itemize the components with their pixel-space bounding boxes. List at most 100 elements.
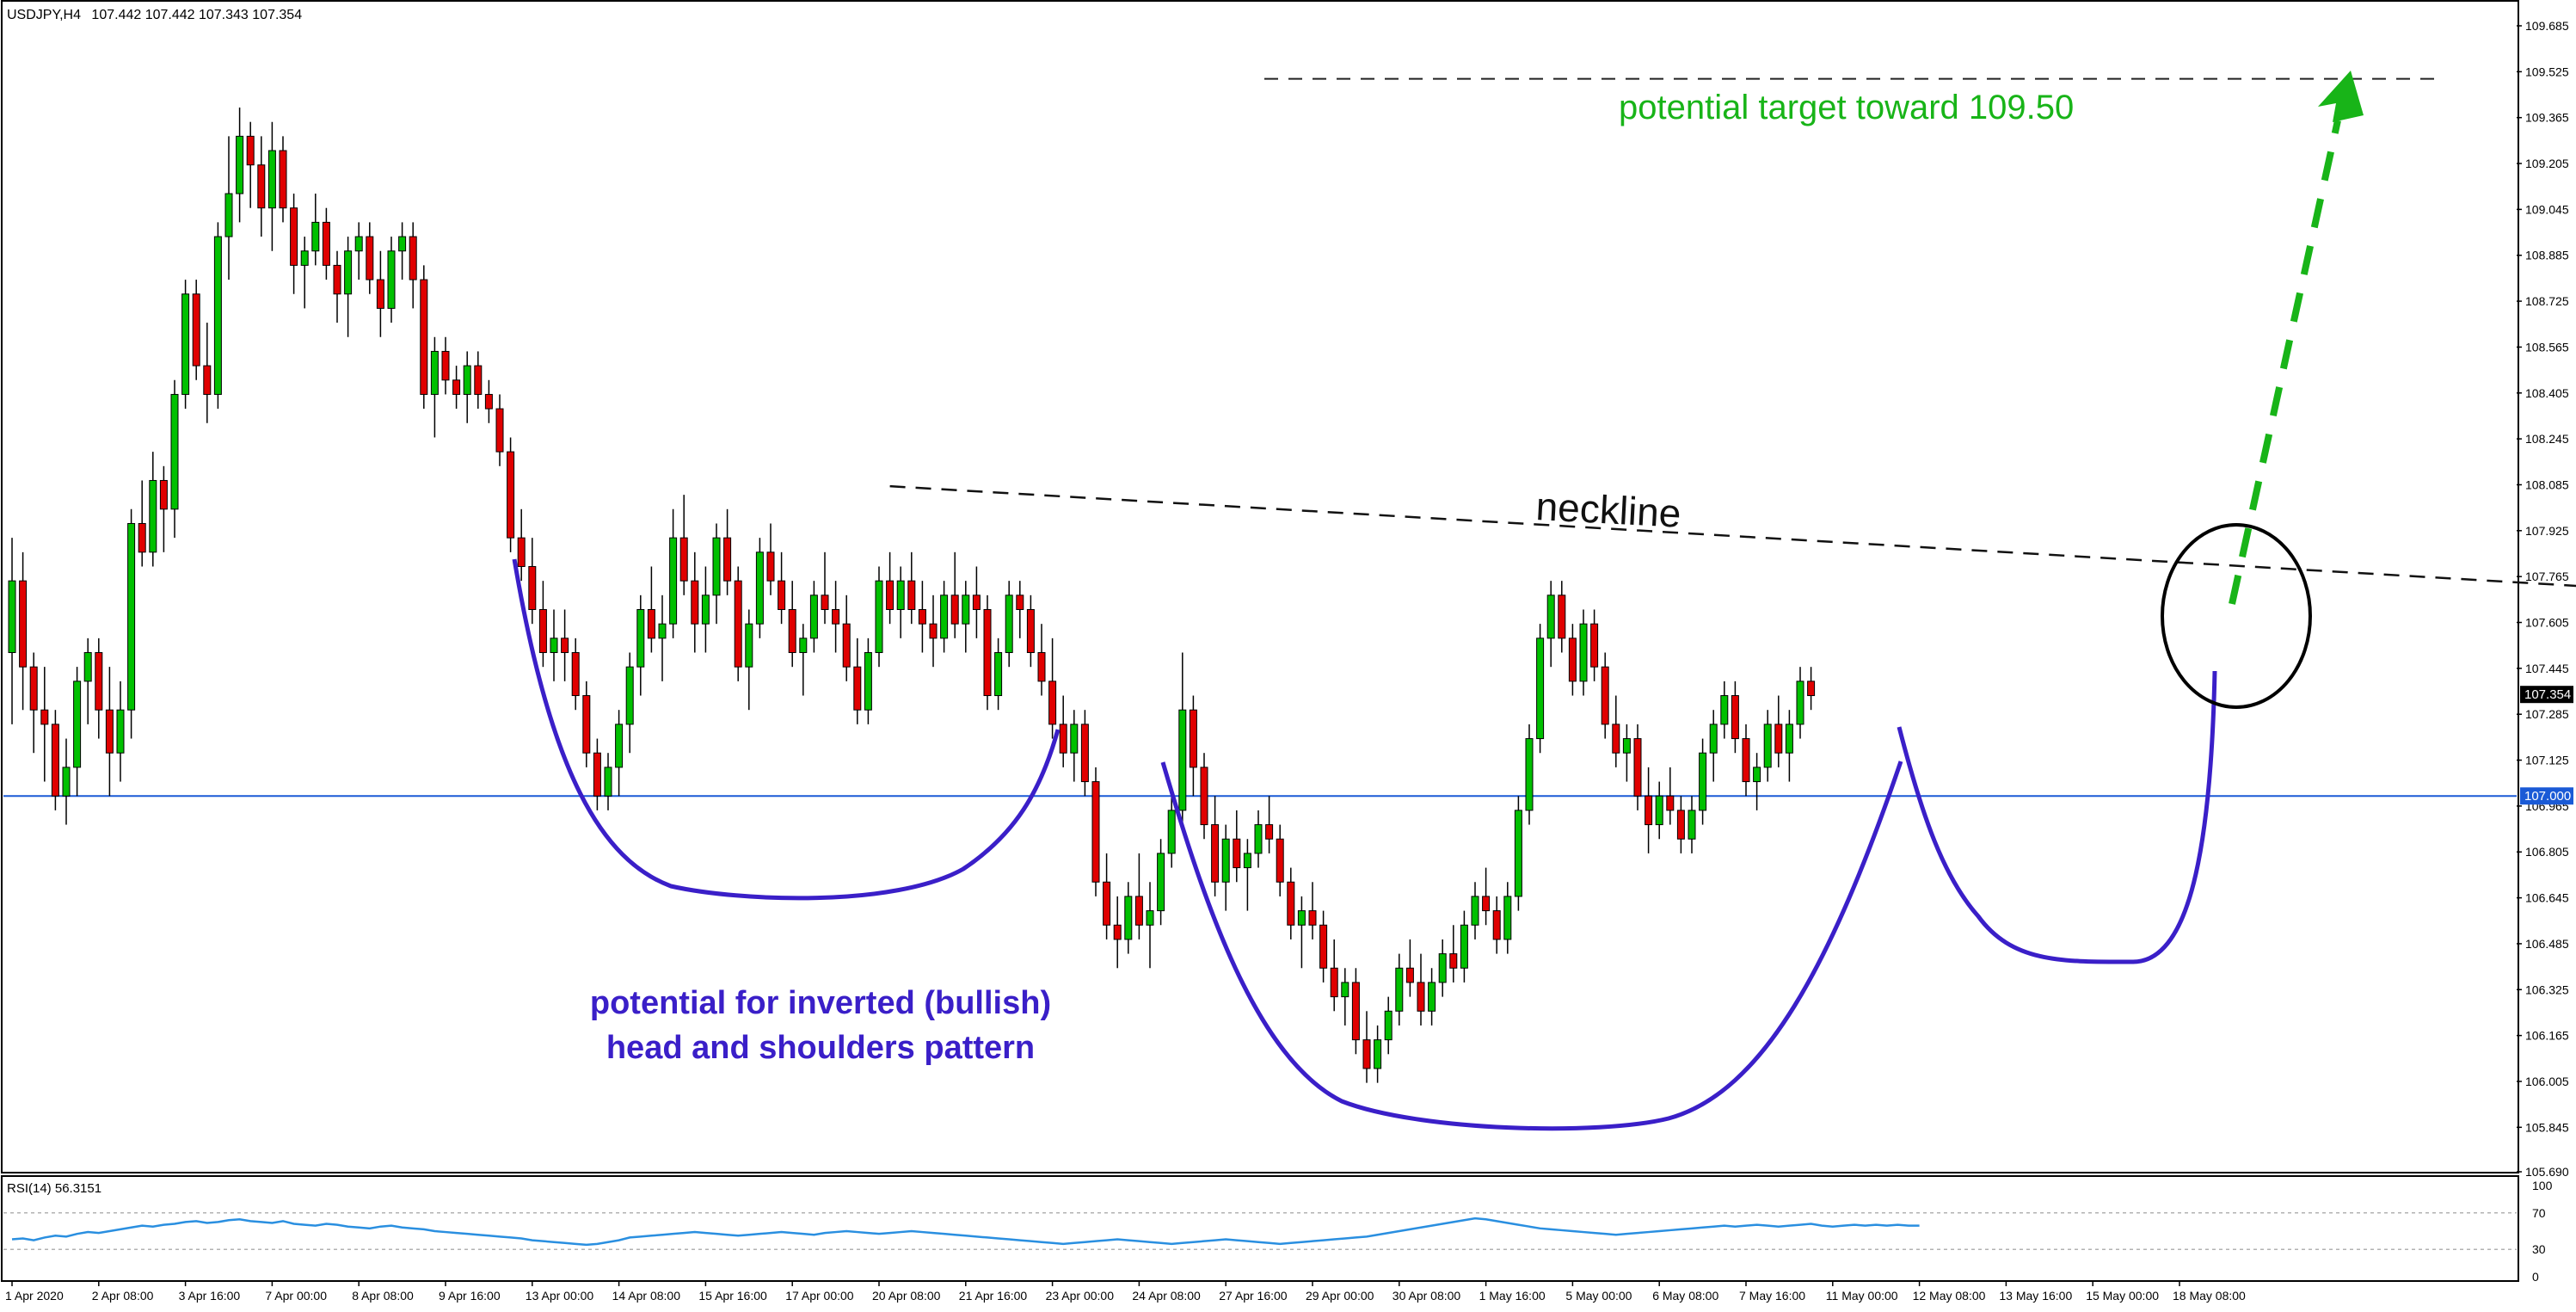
candle-bear <box>1091 781 1100 883</box>
candle-bear <box>409 236 417 280</box>
rsi-level-label: 70 <box>2532 1206 2546 1220</box>
time-tick-label: 15 May 00:00 <box>2086 1289 2159 1303</box>
price-tick-label: 107.445 <box>2525 662 2569 675</box>
candle-bull <box>701 594 710 625</box>
candle-bear <box>1189 709 1197 768</box>
candle-bull <box>896 580 905 611</box>
time-tick-label: 6 May 08:00 <box>1652 1289 1718 1303</box>
price-tick-label: 105.690 <box>2525 1165 2569 1179</box>
candle-bear <box>333 264 341 295</box>
rsi-pane-frame <box>1 1175 2519 1282</box>
price-tick-label: 109.685 <box>2525 19 2569 33</box>
rsi-level-label: 30 <box>2532 1242 2546 1256</box>
candle-bear <box>1016 594 1024 611</box>
candle-bull <box>1579 623 1588 682</box>
time-tick-label: 27 Apr 16:00 <box>1219 1289 1288 1303</box>
candle-bear <box>95 652 103 711</box>
candle-bear <box>1492 910 1501 940</box>
candle-bull <box>625 666 634 725</box>
candle-bear <box>788 609 796 654</box>
time-tick-label: 12 May 08:00 <box>1913 1289 1986 1303</box>
candle-bear <box>918 609 926 625</box>
pattern-label-line2: head and shoulders pattern <box>606 1030 1035 1066</box>
candle-bear <box>929 623 938 639</box>
candle-bear <box>376 279 384 309</box>
candle-bull <box>354 236 363 252</box>
candle-bear <box>593 752 601 797</box>
candle-bull <box>755 551 764 625</box>
price-tick-label: 109.525 <box>2525 65 2569 78</box>
main-pane-frame <box>1 0 2519 1173</box>
candle-bear <box>1633 738 1642 797</box>
candle-bull <box>170 393 179 510</box>
candle-bull <box>224 193 233 237</box>
support-price-tag: 107.000 <box>2520 787 2573 805</box>
candle-bull <box>1167 810 1176 854</box>
candle-bull <box>1514 810 1522 897</box>
rsi-levels: 100 70 30 0 <box>3 1179 2553 1284</box>
price-tick-label: 106.005 <box>2525 1075 2569 1088</box>
candle-bear <box>1362 1039 1371 1069</box>
candle-bull <box>1221 838 1230 883</box>
candle-bear <box>507 451 515 539</box>
candle-bear <box>1103 881 1111 926</box>
candle-bull <box>1688 810 1696 840</box>
price-axis: 109.685 109.525 109.365 109.205 109.045 108.8… <box>2517 19 2569 1179</box>
price-tick-label: 107.925 <box>2525 524 2569 538</box>
candle-bear <box>138 522 146 553</box>
current-price-label: 107.354 <box>2524 687 2571 702</box>
price-tick-label: 109.365 <box>2525 111 2569 125</box>
candle-bear <box>366 236 374 280</box>
candle-bear <box>842 623 851 668</box>
candle-bear <box>1319 924 1328 969</box>
candle-bull <box>1720 695 1729 725</box>
candle-bull <box>1709 724 1718 754</box>
candle-bull <box>1297 910 1306 926</box>
price-tick-label: 108.725 <box>2525 294 2569 308</box>
candle-bear <box>159 479 168 510</box>
candle-bull <box>127 522 136 711</box>
candle-bull <box>875 580 883 654</box>
candle-bear <box>1276 838 1284 883</box>
candle-bull <box>1178 709 1187 811</box>
candle-bear <box>734 580 742 668</box>
pattern-label-line1: potential for inverted (bullish) <box>590 985 1051 1021</box>
rsi-level-label: 0 <box>2532 1270 2539 1284</box>
candle-bear <box>474 365 483 395</box>
candle-bear <box>420 279 428 395</box>
candle-bear <box>246 135 255 166</box>
target-arrow-head <box>2318 71 2364 122</box>
candle-bull <box>398 236 407 252</box>
candle-bear <box>29 666 38 711</box>
candle-bull <box>1070 724 1079 754</box>
candle-bull <box>1763 724 1772 768</box>
candle-bull <box>550 638 558 654</box>
head-curve <box>1160 761 1903 1131</box>
candle-bull <box>149 479 157 553</box>
candle-bull <box>799 638 808 654</box>
candle-bear <box>821 594 829 611</box>
breakout-circle <box>2161 523 2312 709</box>
candle-bear <box>1601 666 1609 725</box>
symbol-label: USDJPY,H4 <box>7 8 81 22</box>
candle-bull <box>1655 795 1663 826</box>
candle-bull <box>745 623 753 668</box>
time-tick-label: 9 Apr 16:00 <box>439 1289 501 1303</box>
candle-bear <box>538 609 547 654</box>
candle-bull <box>1146 910 1154 926</box>
candle-bear <box>907 580 916 611</box>
candle-bull <box>1341 982 1349 998</box>
time-tick-label: 13 May 16:00 <box>1999 1289 2072 1303</box>
candle-bear <box>441 350 450 381</box>
neckline-label: neckline <box>1534 484 1681 536</box>
candle-bull <box>83 652 92 682</box>
price-tick-label: 106.805 <box>2525 845 2569 859</box>
neckline <box>889 484 2576 588</box>
candle-bear <box>517 537 526 567</box>
candle-bear <box>1449 953 1458 969</box>
support-price-label: 107.000 <box>2524 789 2571 804</box>
candle-bull <box>1546 594 1555 639</box>
price-tick-label: 107.605 <box>2525 616 2569 630</box>
candle-bull <box>1005 594 1013 654</box>
